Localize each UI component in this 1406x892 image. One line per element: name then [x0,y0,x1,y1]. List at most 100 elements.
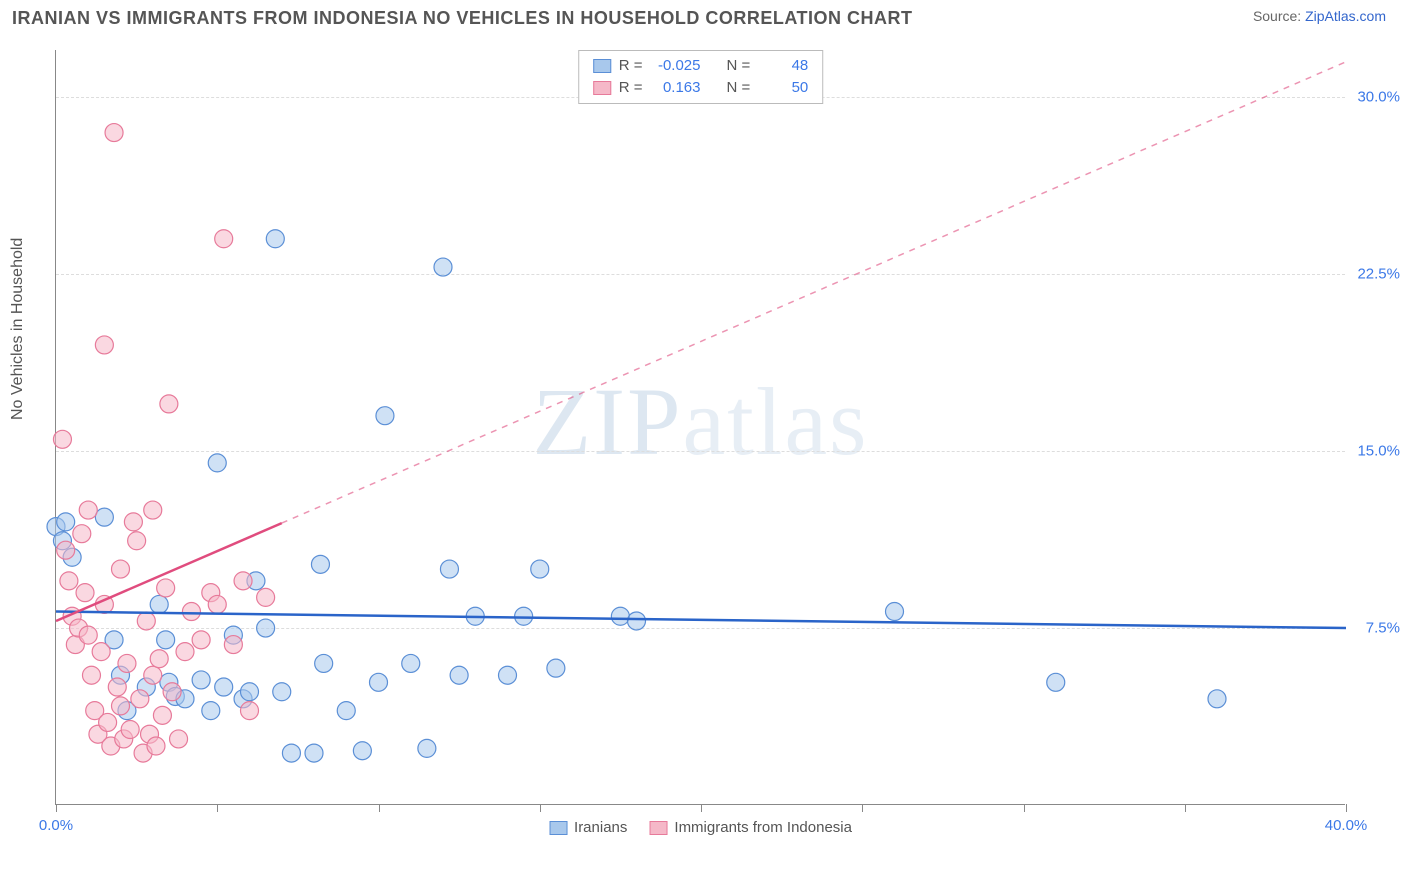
data-point [57,513,75,531]
data-point [440,560,458,578]
legend-swatch [593,81,611,95]
data-point [273,683,291,701]
y-tick-label: 30.0% [1357,89,1400,106]
legend-swatch [549,821,567,835]
r-value: -0.025 [651,55,701,77]
data-point [121,721,139,739]
legend-item: Iranians [549,819,627,836]
data-point [176,643,194,661]
data-point [215,230,233,248]
r-value: 0.163 [651,77,701,99]
data-point [305,744,323,762]
data-point [886,603,904,621]
source-attribution: Source: ZipAtlas.com [1253,8,1386,29]
n-value: 50 [758,77,808,99]
correlation-legend: R = -0.025 N = 48 R = 0.163 N = 50 [578,50,824,104]
data-point [150,595,168,613]
n-label: N = [727,55,751,77]
data-point [1047,673,1065,691]
data-point [112,697,130,715]
x-tick [862,804,863,812]
legend-swatch [649,821,667,835]
data-point [434,258,452,276]
data-point [402,654,420,672]
r-label: R = [619,77,643,99]
data-point [192,631,210,649]
chart-title: IRANIAN VS IMMIGRANTS FROM INDONESIA NO … [12,8,913,29]
data-point [531,560,549,578]
data-point [82,666,100,684]
data-point [157,579,175,597]
data-point [79,501,97,519]
chart-plot-area: ZIPatlas 7.5%15.0%22.5%30.0% 0.0%40.0% R… [55,50,1345,805]
data-point [99,713,117,731]
source-prefix: Source: [1253,8,1305,24]
data-point [202,702,220,720]
data-point [241,702,259,720]
x-tick [56,804,57,812]
data-point [241,683,259,701]
data-point [208,454,226,472]
data-point [418,739,436,757]
data-point [224,636,242,654]
x-tick-label: 0.0% [39,817,73,834]
data-point [215,678,233,696]
n-label: N = [727,77,751,99]
data-point [257,619,275,637]
legend-stat-row: R = -0.025 N = 48 [593,55,809,77]
data-point [499,666,517,684]
data-point [118,654,136,672]
data-point [57,541,75,559]
data-point [79,626,97,644]
data-point [192,671,210,689]
data-point [182,603,200,621]
data-point [450,666,468,684]
trend-line-solid [56,612,1346,629]
data-point [628,612,646,630]
legend-swatch [593,59,611,73]
data-point [547,659,565,677]
data-point [370,673,388,691]
data-point [315,654,333,672]
n-value: 48 [758,55,808,77]
data-point [124,513,142,531]
data-point [160,395,178,413]
data-point [128,532,146,550]
data-point [1208,690,1226,708]
data-point [311,555,329,573]
x-tick [540,804,541,812]
data-point [153,706,171,724]
data-point [157,631,175,649]
data-point [144,666,162,684]
r-label: R = [619,55,643,77]
series-legend: Iranians Immigrants from Indonesia [549,819,852,836]
legend-label: Immigrants from Indonesia [674,819,852,836]
data-point [611,607,629,625]
trend-line-dashed [282,62,1346,523]
data-point [53,430,71,448]
data-point [376,407,394,425]
x-tick [379,804,380,812]
data-point [208,595,226,613]
data-point [112,560,130,578]
y-tick-label: 15.0% [1357,443,1400,460]
data-point [266,230,284,248]
data-point [108,678,126,696]
data-point [76,584,94,602]
data-point [137,612,155,630]
legend-item: Immigrants from Indonesia [649,819,852,836]
data-point [150,650,168,668]
x-tick [1346,804,1347,812]
data-point [73,525,91,543]
y-tick-label: 22.5% [1357,266,1400,283]
data-point [144,501,162,519]
x-tick [1024,804,1025,812]
data-point [337,702,355,720]
data-point [147,737,165,755]
data-point [131,690,149,708]
y-axis-label: No Vehicles in Household [9,238,27,420]
data-point [60,572,78,590]
source-link[interactable]: ZipAtlas.com [1305,8,1386,24]
x-tick [1185,804,1186,812]
legend-label: Iranians [574,819,627,836]
